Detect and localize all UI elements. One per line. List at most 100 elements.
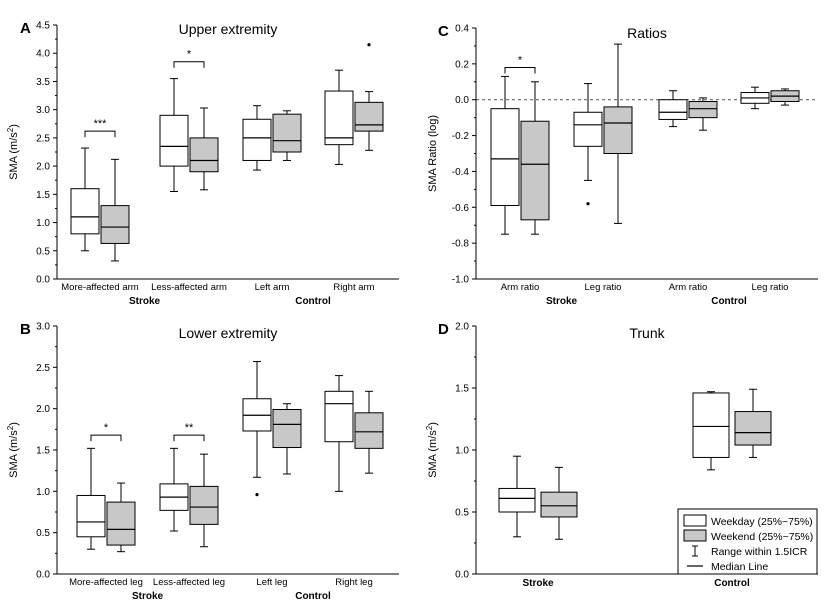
- significance-bracket: [504, 66, 536, 74]
- category-label: Arm ratio: [501, 282, 540, 293]
- category-label: Left leg: [256, 577, 287, 588]
- panel-label: D: [438, 321, 449, 338]
- box-iqr: [242, 118, 272, 161]
- panel-b: B Lower extremity SMA (m/s2) 0.0 0.5 1.0 1.5 2.…: [6, 321, 399, 602]
- y-tick-label: 1.5: [36, 190, 50, 201]
- significance-bracket: [84, 130, 116, 138]
- category-label: Arm ratio: [669, 282, 708, 293]
- y-axis-label-text: SMA (m/s: [8, 430, 20, 478]
- y-tick-label: 3.0: [36, 105, 50, 116]
- panel-a: A Upper extremity SMA (m/s2) 0.0 0.5 1.0 1.5 2.…: [6, 20, 399, 307]
- box-weekday: [70, 147, 100, 252]
- y-axis-label: SMA Ratio (log): [427, 115, 439, 192]
- panel-label: B: [20, 321, 31, 338]
- legend-label: Median Line: [711, 561, 768, 573]
- panel-label: C: [438, 23, 449, 40]
- box-iqr: [70, 188, 100, 235]
- box-iqr: [354, 101, 384, 132]
- box-iqr: [540, 491, 578, 518]
- box-weekday: [324, 69, 354, 165]
- y-axis-label: SMA (m/s2): [6, 422, 20, 478]
- box-weekend: [540, 466, 578, 540]
- outlier-point: [367, 43, 371, 47]
- y-tick-label: 2.0: [455, 322, 469, 333]
- group-label: Control: [711, 296, 747, 307]
- box-weekend: [603, 43, 633, 224]
- y-axis-label: SMA (m/s2): [425, 422, 439, 478]
- box-iqr: [498, 487, 536, 513]
- y-tick-label: 4.5: [36, 21, 50, 32]
- box-weekend: [354, 390, 384, 474]
- box-iqr: [272, 113, 302, 153]
- legend: Weekday (25%~75%) Weekend (25%~75%) Range …: [677, 508, 818, 575]
- y-tick-label: 3.5: [36, 77, 50, 88]
- y-tick-label: 0.4: [455, 24, 469, 35]
- group-label: Stroke: [129, 296, 161, 307]
- y-tick-label: 2.5: [36, 133, 50, 144]
- y-tick-label: 0.2: [455, 59, 469, 70]
- y-tick-label: -1.0: [452, 275, 470, 286]
- panel-c: C Ratios SMA Ratio (log) -1.0 -0.8 -0.6 -0.4 -0…: [427, 23, 818, 307]
- significance-marker: *: [187, 49, 192, 61]
- box-iqr: [189, 485, 219, 525]
- group-label: Stroke: [522, 578, 554, 589]
- y-axis-label-end: ): [8, 422, 20, 426]
- significance-marker: *: [518, 54, 523, 66]
- y-axis-label-text: SMA (m/s: [427, 430, 439, 478]
- y-tick-label: 1.5: [455, 384, 469, 395]
- box-iqr: [490, 108, 520, 206]
- box-iqr: [106, 501, 136, 546]
- y-tick-label: 0.5: [36, 246, 50, 257]
- significance-marker: *: [104, 422, 109, 434]
- category-label: Leg ratio: [585, 282, 622, 293]
- y-tick-label: 0.0: [36, 275, 50, 286]
- box-weekday: [692, 391, 730, 471]
- panel-label: A: [20, 20, 31, 37]
- box-iqr: [520, 120, 550, 221]
- group-label: Control: [295, 296, 331, 307]
- y-tick-label: 4.0: [36, 49, 50, 60]
- box-weekday: [573, 83, 603, 206]
- box-weekend: [520, 81, 550, 235]
- box-weekend: [770, 88, 800, 106]
- y-tick-label: 2.0: [36, 404, 50, 415]
- category-label: More-affected arm: [61, 282, 139, 293]
- y-tick-label: -0.6: [452, 203, 470, 214]
- group-label: Stroke: [546, 296, 578, 307]
- y-axis-label-superscript: 2: [6, 127, 15, 132]
- box-weekday: [490, 75, 520, 235]
- y-tick-label: 1.5: [36, 446, 50, 457]
- box-iqr: [272, 408, 302, 449]
- box-weekend: [189, 453, 219, 548]
- legend-weekday-swatch: [683, 514, 707, 527]
- y-axis-label-end: ): [8, 124, 20, 128]
- y-axis-label-end: ): [427, 422, 439, 426]
- box-iqr: [76, 494, 106, 538]
- y-axis-label-text: SMA Ratio (log): [427, 115, 439, 192]
- y-axis-label-superscript: 2: [425, 425, 434, 430]
- box-weekday: [242, 105, 272, 171]
- box-weekend: [354, 43, 384, 151]
- box-weekday: [242, 361, 272, 497]
- box-weekend: [272, 110, 302, 161]
- panel-title: Lower extremity: [179, 325, 278, 341]
- group-label: Control: [714, 578, 750, 589]
- box-weekday: [658, 90, 688, 128]
- legend-weekend-swatch: [683, 529, 707, 542]
- box-iqr: [734, 411, 772, 446]
- box-iqr: [692, 392, 730, 458]
- box-weekend: [100, 158, 130, 262]
- box-iqr: [688, 101, 718, 119]
- y-tick-label: -0.2: [452, 131, 470, 142]
- significance-bracket: [90, 434, 122, 442]
- panel-title: Trunk: [629, 325, 665, 341]
- group-label: Stroke: [132, 591, 164, 602]
- category-label: Less-affected leg: [153, 577, 225, 588]
- panel-title: Ratios: [627, 25, 667, 41]
- group-label: Control: [295, 591, 331, 602]
- box-weekend: [734, 388, 772, 458]
- box-weekend: [106, 482, 136, 553]
- box-iqr: [573, 111, 603, 147]
- category-label: Left arm: [255, 282, 290, 293]
